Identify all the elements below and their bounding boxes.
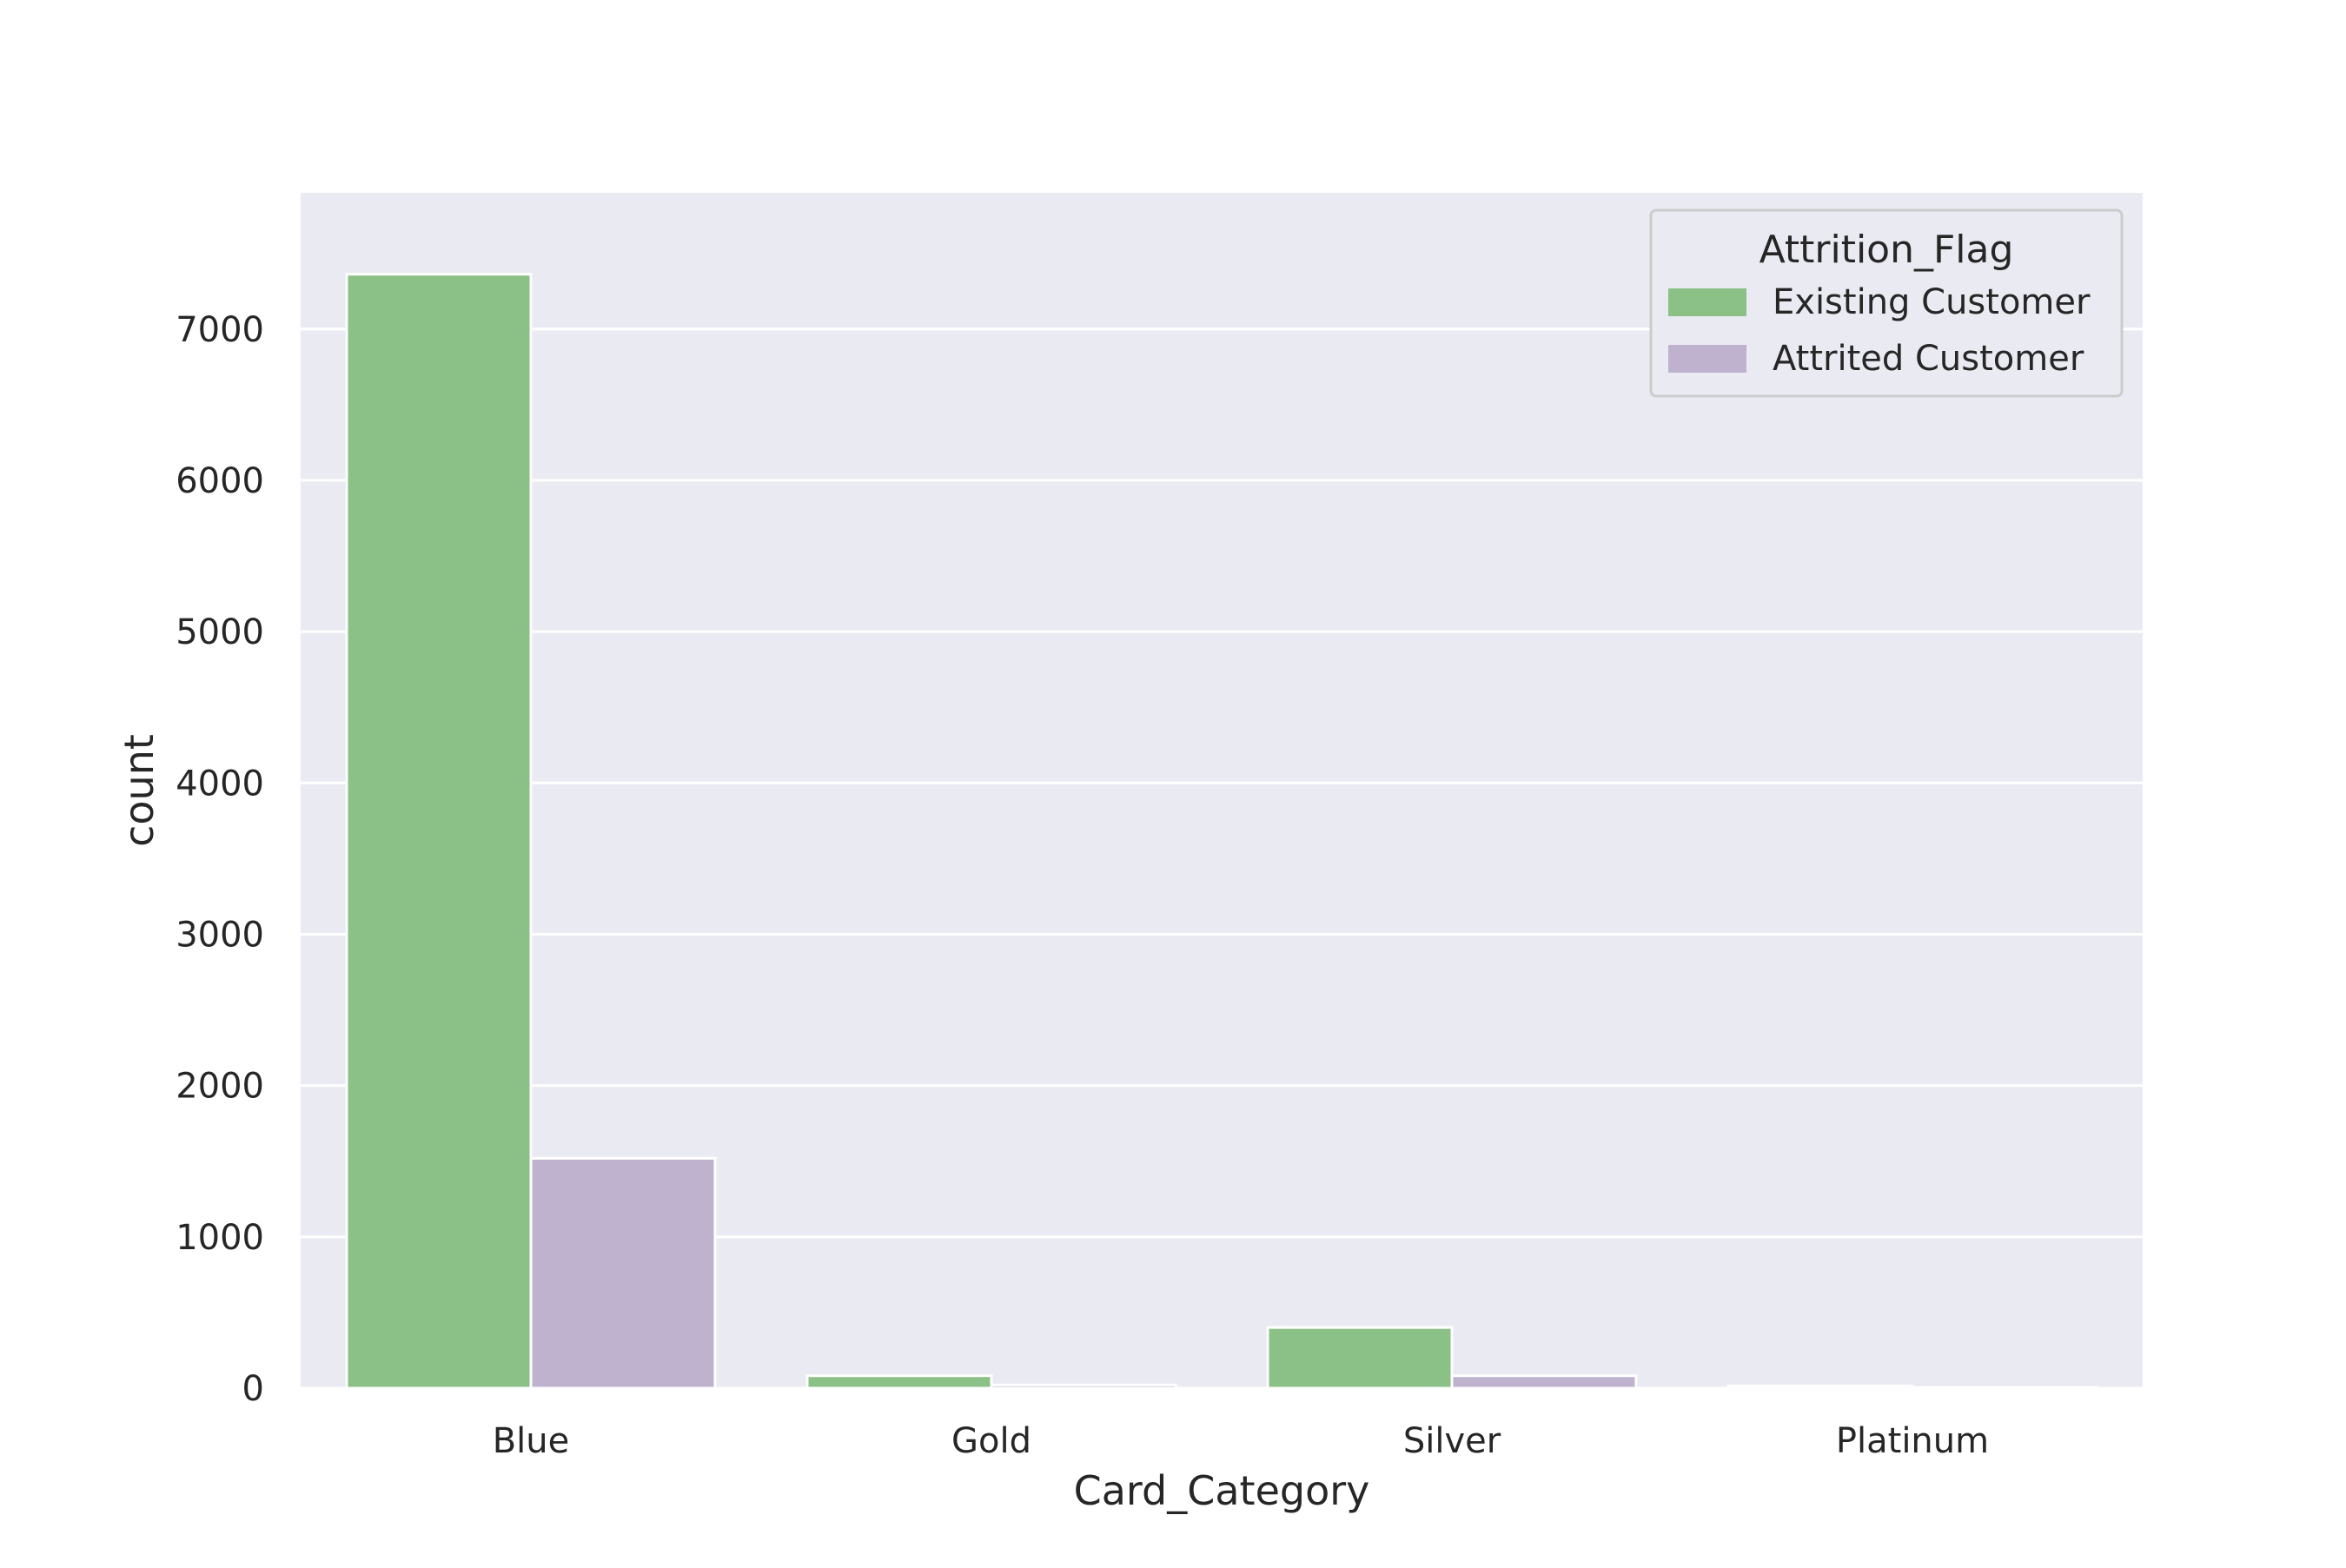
x-tick-label: Silver	[1403, 1421, 1501, 1461]
x-tick-label: Blue	[493, 1421, 570, 1461]
y-tick-label: 5000	[176, 612, 264, 652]
y-tick-label: 2000	[176, 1067, 264, 1107]
x-tick-labels: Blue Gold Silver Platinum	[493, 1421, 1989, 1461]
y-tick-labels: 0 1000 2000 3000 4000 5000 6000 7000	[176, 310, 264, 1409]
y-tick-label: 7000	[176, 310, 264, 350]
legend-swatch	[1668, 288, 1746, 316]
legend-title: Attrition_Flag	[1760, 228, 2014, 272]
x-tick-label: Gold	[951, 1421, 1031, 1461]
bar	[805, 1374, 993, 1390]
bar	[345, 273, 533, 1390]
bar	[1911, 1386, 2098, 1390]
y-tick-label: 1000	[176, 1218, 264, 1258]
bar	[1726, 1384, 1914, 1390]
x-tick-label: Platinum	[1836, 1421, 1989, 1461]
legend: Attrition_Flag Existing Customer Attrited…	[1649, 208, 2124, 398]
bar	[1266, 1326, 1454, 1390]
bar	[529, 1156, 717, 1390]
y-tick-label: 0	[242, 1369, 264, 1409]
legend-label: Attrited Customer	[1773, 339, 2084, 379]
y-tick-label: 4000	[176, 764, 264, 804]
y-axis-label: count	[116, 734, 162, 847]
legend-swatch	[1668, 345, 1746, 373]
legend-items: Existing Customer Attrited Customer	[1668, 282, 2091, 379]
x-axis-label: Card_Category	[1074, 1467, 1370, 1514]
bar	[990, 1383, 1177, 1390]
y-tick-label: 6000	[176, 461, 264, 501]
bar	[1450, 1374, 1638, 1390]
y-tick-label: 3000	[176, 915, 264, 955]
legend-box	[1649, 208, 2124, 398]
legend-label: Existing Customer	[1773, 282, 2091, 322]
bars	[345, 273, 2098, 1390]
